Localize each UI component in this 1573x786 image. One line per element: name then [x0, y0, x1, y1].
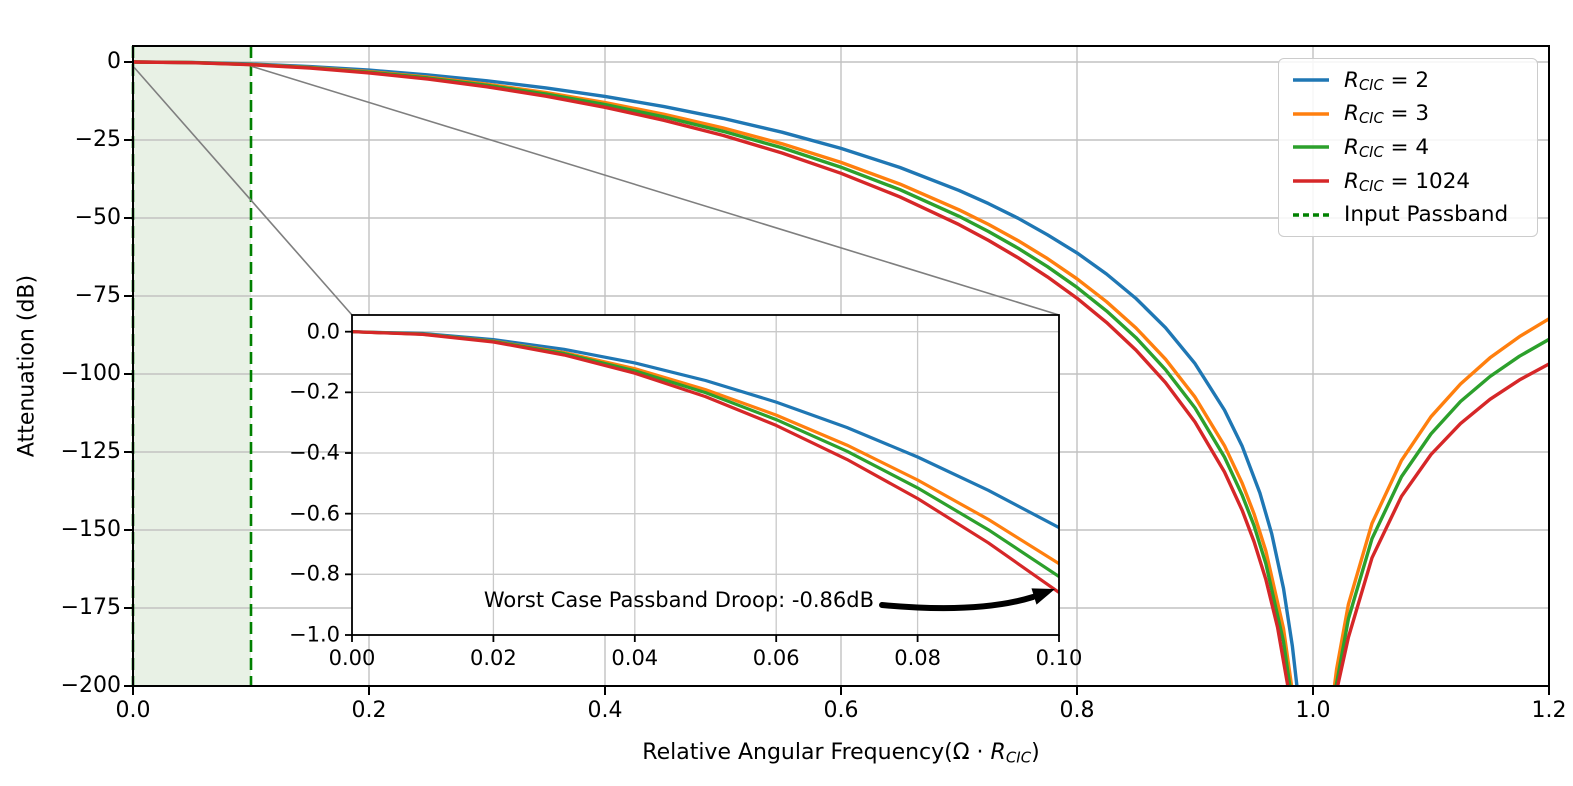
curve-r-cic-4 [133, 60, 1549, 686]
legend-item-label: RCIC = 3 [1344, 101, 1430, 128]
curve-r-cic-2 [133, 60, 1299, 686]
curve-r-cic-1024 [133, 60, 1549, 686]
legend-item: RCIC = 3 [1279, 101, 1537, 126]
legend-item-label: RCIC = 1024 [1344, 168, 1471, 195]
inset-axis-ticks [345, 330, 1060, 642]
zoom-connector-line [250, 65, 1060, 316]
inset-background [352, 315, 1059, 635]
legend-item-label: RCIC = 4 [1344, 134, 1430, 162]
legend-line-sample [1293, 145, 1329, 150]
zoom-connector-line [132, 65, 353, 316]
droop-annotation-arrowhead [1031, 588, 1055, 605]
legend-line-sample [1293, 179, 1329, 183]
legend-item: RCIC = 1024 [1279, 169, 1537, 194]
legend-item: RCIC = 2 [1279, 68, 1537, 93]
legend-line-sample [1293, 112, 1329, 116]
legend-line-sample [1293, 213, 1329, 217]
legend-line-sample [1293, 78, 1329, 82]
legend: RCIC = 2 RCIC = 3 RCIC = 4 RCIC = 1024 Input… [1278, 58, 1538, 237]
legend-item-label: Input Passband [1344, 202, 1509, 228]
input-passband-region [133, 46, 251, 686]
legend-item: Input Passband [1279, 202, 1537, 227]
main-axis-ticks [124, 61, 1550, 695]
inset-axes-frame [351, 314, 1060, 636]
legend-item: RCIC = 4 [1279, 135, 1537, 160]
droop-annotation-arrow [879, 594, 1036, 612]
curve-r-cic-1024 [352, 330, 1059, 595]
legend-item-label: RCIC = 2 [1344, 67, 1430, 94]
